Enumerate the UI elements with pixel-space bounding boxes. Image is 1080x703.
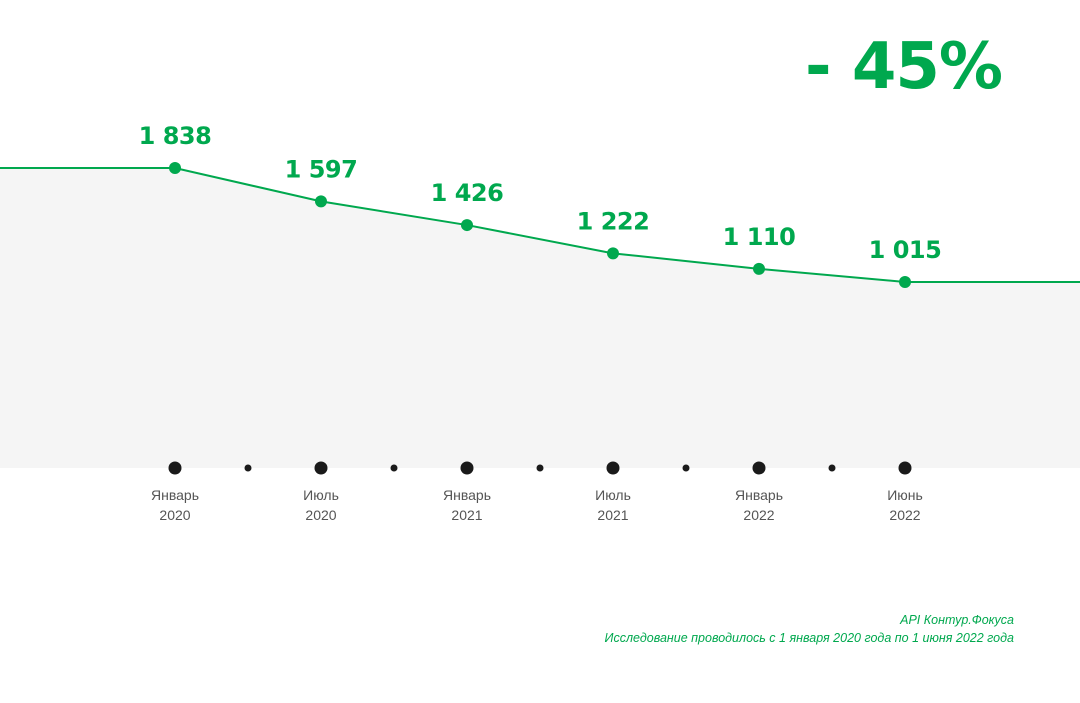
data-point — [607, 247, 619, 260]
series-line — [0, 167, 1080, 283]
timeline — [168, 461, 912, 475]
timeline-minor-dot — [828, 464, 836, 472]
timeline-minor-dot — [682, 464, 690, 472]
timeline-major-dot — [898, 461, 912, 475]
data-label: 1 222 — [577, 207, 650, 235]
x-tick-label: Июнь 2022 — [887, 487, 923, 523]
x-tick-label: Июль 2021 — [595, 487, 631, 523]
timeline-minor-dot — [244, 464, 252, 472]
data-points — [169, 162, 911, 288]
timeline-major-dot — [606, 461, 620, 475]
area-fill — [0, 168, 1080, 468]
timeline-minor-dot — [536, 464, 544, 472]
data-point — [899, 276, 911, 288]
data-point — [315, 195, 327, 208]
footnote: API Контур.Фокуса Исследование проводило… — [605, 611, 1014, 647]
x-tick-label: Январь 2020 — [151, 487, 199, 523]
data-labels: 1 838 1 597 1 426 1 222 1 110 1 015 — [139, 122, 942, 264]
change-headline: - 45% — [804, 30, 1003, 104]
x-tick-label: Январь 2021 — [443, 487, 491, 523]
timeline-major-dot — [460, 461, 474, 475]
data-label: 1 015 — [869, 236, 942, 264]
timeline-minor-dot — [390, 464, 398, 472]
data-point — [753, 262, 765, 275]
data-point — [169, 162, 181, 174]
x-tick-label: Январь 2022 — [735, 487, 783, 523]
timeline-major-dot — [168, 461, 182, 475]
x-axis-tick-labels: Январь 2020 Июль 2020 Январь 2021 Июль 2021 Янва… — [151, 487, 923, 523]
data-label: 1 838 — [139, 122, 212, 150]
source-note: API Контур.Фокуса — [900, 613, 1014, 627]
timeline-major-dot — [752, 461, 766, 475]
x-tick-label: Июль 2020 — [303, 487, 339, 523]
data-label: 1 426 — [431, 179, 504, 207]
period-note: Исследование проводилось с 1 января 2020… — [604, 631, 1014, 645]
data-label: 1 110 — [723, 223, 796, 251]
timeline-major-dot — [314, 461, 328, 475]
data-label: 1 597 — [285, 155, 358, 183]
data-point — [461, 219, 473, 232]
